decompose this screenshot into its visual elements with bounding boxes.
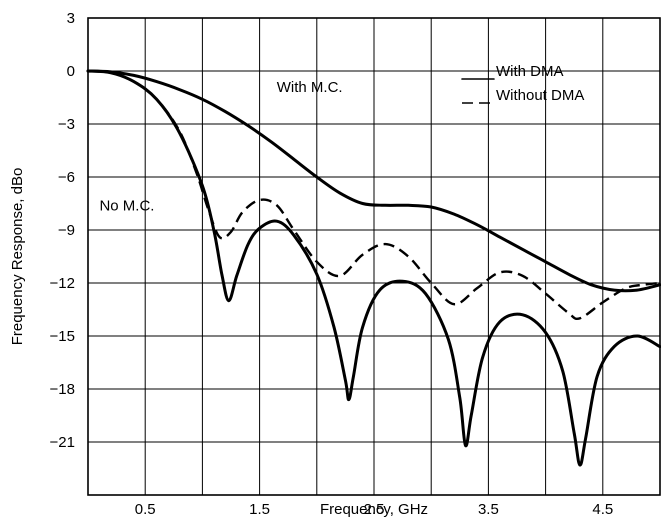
series-line-2: [87, 69, 661, 321]
y-tick-label: −12: [50, 275, 75, 292]
series-line-1: [86, 69, 661, 467]
annotation-with-mc: With M.C.: [277, 79, 343, 96]
x-axis-title: Frequency, GHz: [320, 501, 428, 518]
legend-label-with-dma: With DMA: [496, 63, 564, 80]
y-tick-label: −18: [50, 381, 75, 398]
legend: With DMA Without DMA: [461, 63, 584, 104]
y-tick-label: −21: [50, 434, 75, 451]
tick-labels: 0.5 1.5 2.5 3.5 4.5 3 0 −3 −6 −9 −12 −15 −18 −21: [50, 10, 614, 518]
grid: [88, 18, 660, 495]
x-tick-label: 2.5: [364, 501, 385, 518]
y-tick-label: −3: [58, 116, 75, 133]
series-line-0: [86, 69, 661, 293]
y-tick-label: −9: [58, 222, 75, 239]
plot-frame: [87, 17, 661, 496]
y-tick-label: 3: [67, 10, 75, 27]
y-tick-label: −15: [50, 328, 75, 345]
y-tick-label: 0: [67, 63, 75, 80]
x-tick-label: 0.5: [135, 501, 156, 518]
curves: [86, 69, 661, 467]
x-tick-label: 1.5: [249, 501, 270, 518]
x-tick-label: 4.5: [592, 501, 613, 518]
legend-label-without-dma: Without DMA: [496, 87, 584, 104]
annotation-no-mc: No M.C.: [99, 198, 154, 215]
y-tick-label: −6: [58, 169, 75, 186]
y-axis-title: Frequency Response, dBo: [9, 168, 26, 346]
x-tick-label: 3.5: [478, 501, 499, 518]
